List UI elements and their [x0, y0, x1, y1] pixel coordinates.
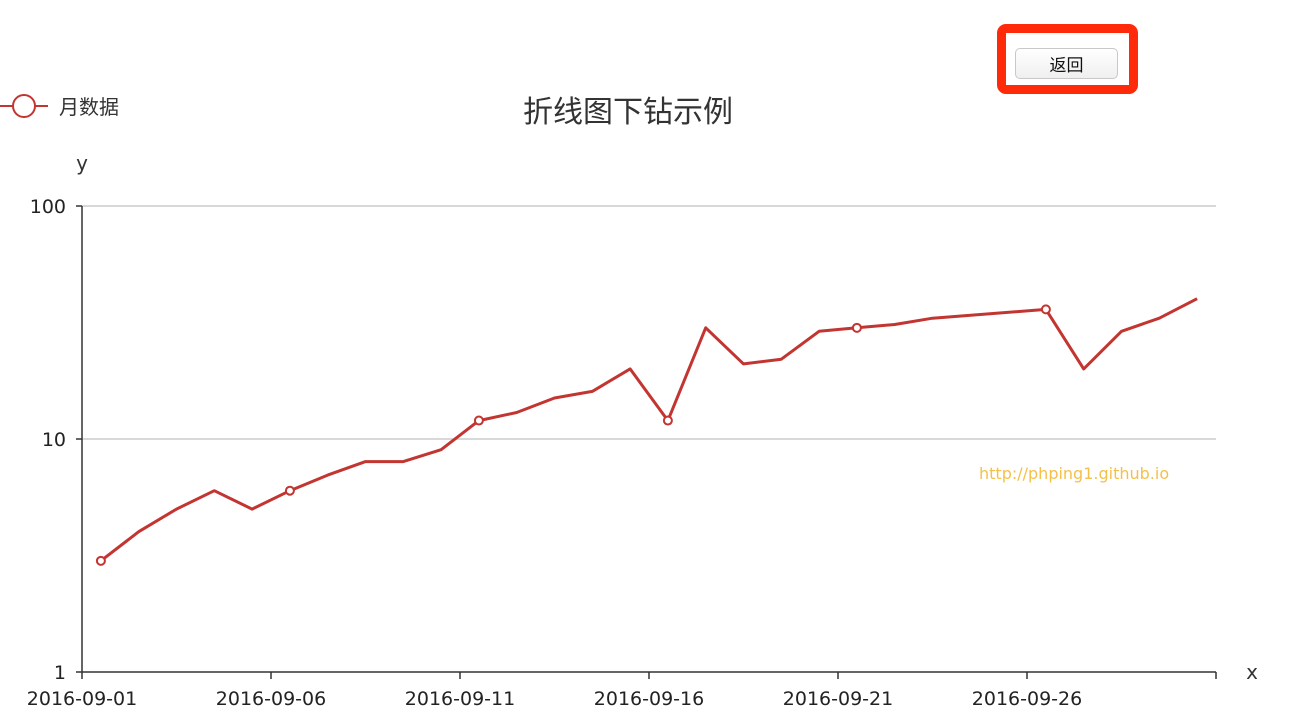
data-point-2016-09-01	[95, 555, 106, 566]
data-point-2016-09-21	[851, 322, 862, 333]
y-tick-label-1: 1	[54, 662, 66, 684]
x-tick-label-2016-09-21: 2016-09-21	[783, 688, 893, 710]
legend-label: 月数据	[59, 95, 119, 119]
series-points	[95, 304, 1051, 566]
y-axis-ticks: 1 10 100	[30, 196, 82, 684]
y-tick-label-100: 100	[30, 196, 66, 218]
data-point-2016-09-11	[473, 415, 484, 426]
chart-title: 折线图下钻示例	[523, 95, 733, 130]
x-tick-label-2016-09-01: 2016-09-01	[27, 688, 137, 710]
watermark-link: http://phping1.github.io	[979, 464, 1169, 483]
x-axis-name: x	[1246, 660, 1258, 684]
data-point-2016-09-26	[1040, 304, 1051, 315]
x-tick-label-2016-09-06: 2016-09-06	[216, 688, 326, 710]
x-axis-ticks: 2016-09-01 2016-09-06 2016-09-11 2016-09-16…	[27, 672, 1217, 710]
back-button[interactable]: 返回	[1015, 48, 1118, 79]
x-tick-label-2016-09-16: 2016-09-16	[594, 688, 704, 710]
grid	[82, 205, 1216, 440]
x-tick-label-2016-09-26: 2016-09-26	[972, 688, 1082, 710]
y-axis-name: y	[76, 151, 88, 175]
back-button-highlight: 返回	[997, 24, 1138, 94]
data-point-2016-09-16	[662, 415, 673, 426]
legend[interactable]: 月数据	[0, 94, 119, 119]
series-line-月数据	[99, 297, 1198, 562]
data-point-2016-09-06	[284, 485, 295, 496]
x-tick-label-2016-09-11: 2016-09-11	[405, 688, 515, 710]
y-tick-label-10: 10	[42, 429, 66, 451]
legend-circle-marker	[12, 94, 36, 118]
